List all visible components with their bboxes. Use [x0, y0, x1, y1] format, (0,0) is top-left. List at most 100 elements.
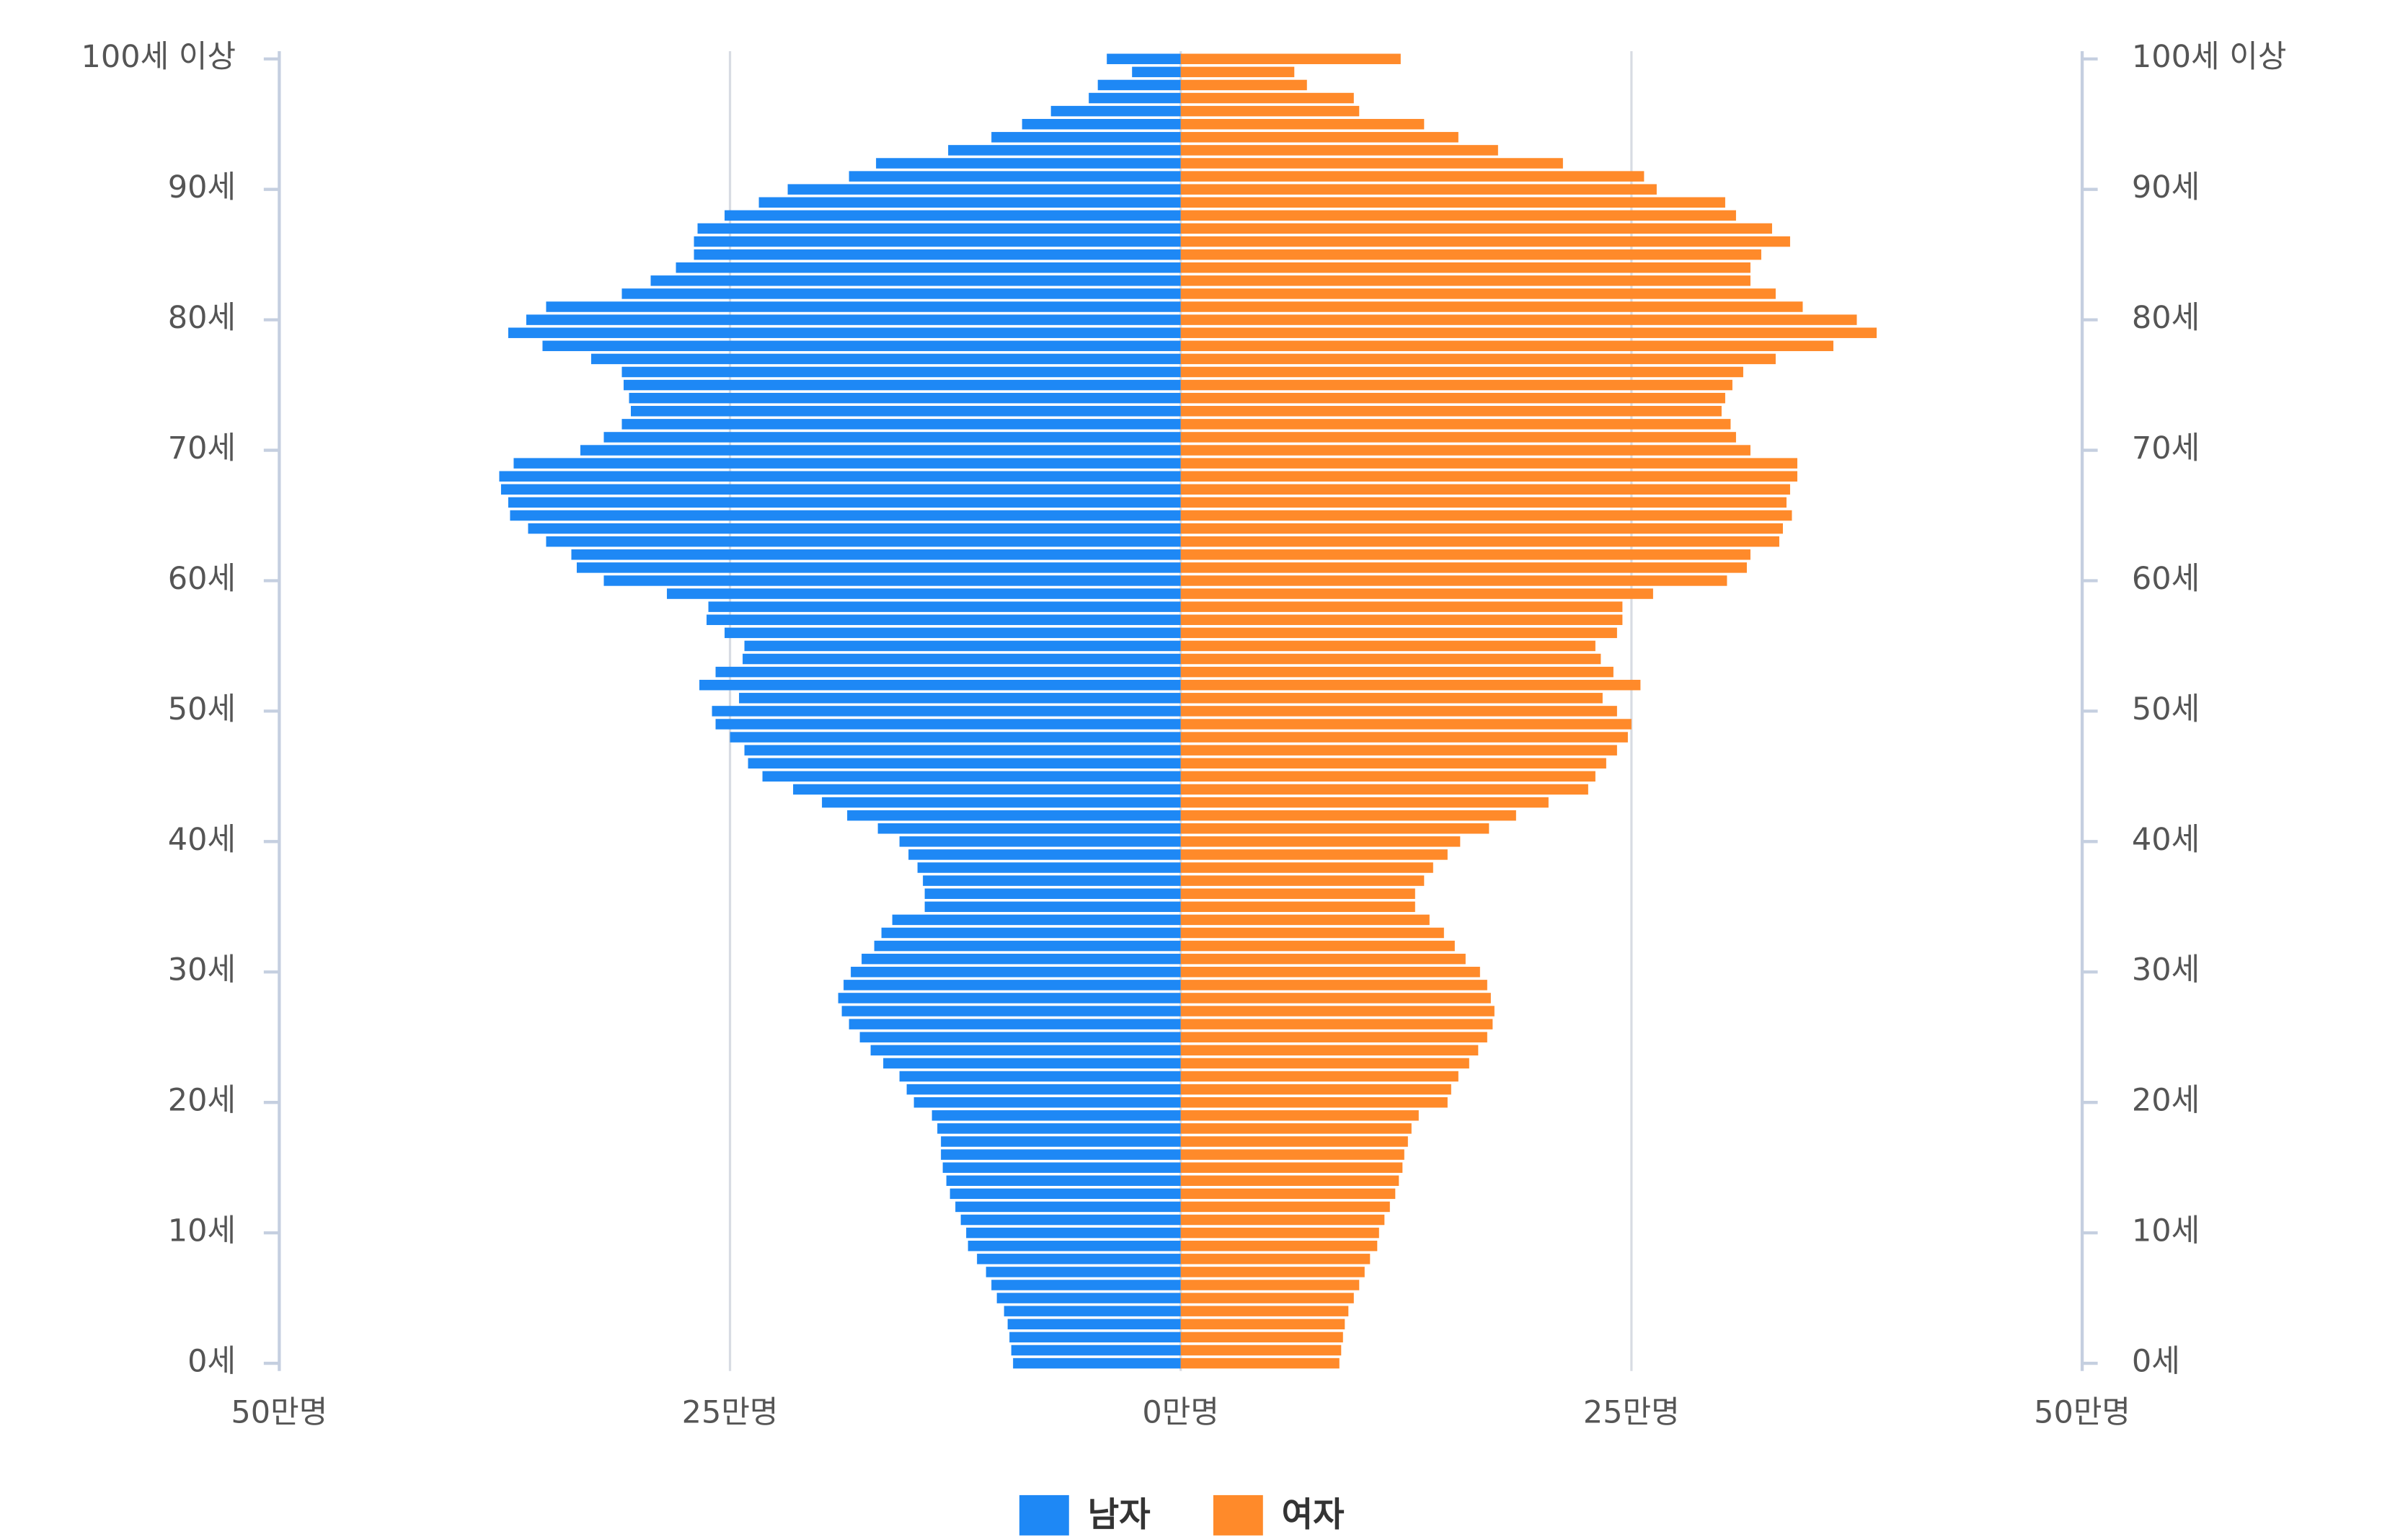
bar	[526, 314, 1181, 325]
bar	[923, 875, 1181, 886]
bar	[1180, 967, 1480, 978]
bar	[1180, 340, 1833, 352]
bar	[876, 158, 1181, 169]
bar	[844, 980, 1181, 991]
bar	[1050, 105, 1181, 117]
bar	[1180, 249, 1761, 260]
bar	[546, 301, 1181, 312]
bar	[1013, 1357, 1181, 1369]
bar	[1180, 1332, 1343, 1343]
y-tick-label: 10세	[2132, 1213, 2200, 1249]
bar	[946, 1175, 1181, 1186]
bar	[1180, 158, 1563, 169]
bar	[1004, 1306, 1181, 1316]
bar	[1180, 497, 1787, 508]
bar	[1180, 223, 1772, 234]
legend-label: 여자	[1282, 1495, 1345, 1535]
bar	[1180, 862, 1433, 873]
x-tick-label: 0만명	[1142, 1395, 1219, 1431]
bar	[1180, 888, 1415, 899]
bar	[955, 1201, 1181, 1213]
bar	[1180, 1175, 1399, 1186]
bar	[725, 627, 1181, 639]
bar	[924, 888, 1181, 899]
bar	[950, 1188, 1181, 1200]
bar	[1180, 679, 1641, 691]
bar	[1180, 653, 1601, 665]
bar	[960, 1214, 1181, 1226]
bar	[1180, 53, 1401, 64]
bar	[1180, 614, 1623, 625]
bar	[1022, 118, 1181, 130]
bar	[1180, 627, 1617, 639]
y-tick-label: 70세	[2132, 430, 2200, 466]
bar	[948, 145, 1181, 156]
legend-swatch	[1213, 1494, 1263, 1536]
bar	[851, 967, 1181, 978]
bar	[1180, 771, 1595, 782]
bar	[676, 262, 1181, 273]
bar	[822, 797, 1181, 808]
bar	[1180, 432, 1736, 443]
bar	[1180, 145, 1498, 156]
y-tick-label: 60세	[168, 561, 236, 597]
bar	[1180, 392, 1725, 404]
bar	[748, 758, 1181, 769]
bar	[1180, 693, 1603, 704]
bar	[849, 1019, 1181, 1029]
bar	[793, 784, 1181, 795]
bar	[1180, 1058, 1469, 1069]
bar	[996, 1293, 1181, 1303]
bar	[590, 353, 1181, 365]
bar	[631, 406, 1181, 417]
y-tick-label: 80세	[2132, 300, 2200, 336]
bar	[1180, 993, 1491, 1004]
x-tick-label: 50만명	[2034, 1395, 2130, 1431]
bar	[1180, 471, 1797, 482]
bar	[1180, 79, 1307, 91]
bar	[629, 392, 1181, 404]
bar	[937, 1123, 1181, 1134]
bar	[1180, 588, 1653, 599]
bar	[1180, 1136, 1408, 1147]
bar	[1180, 445, 1750, 456]
bar	[1089, 92, 1181, 104]
bar	[874, 940, 1181, 952]
y-tick-label: 10세	[168, 1213, 236, 1249]
y-tick-label: 40세	[168, 822, 236, 858]
bar	[1180, 288, 1776, 299]
bar	[991, 132, 1181, 143]
bar	[1180, 1293, 1354, 1303]
bar	[621, 366, 1181, 378]
y-tick-label: 70세	[168, 430, 236, 466]
bar	[571, 549, 1181, 560]
bar	[744, 745, 1181, 756]
bar	[667, 588, 1181, 599]
bar	[712, 706, 1181, 717]
bar	[942, 1162, 1181, 1173]
bar	[899, 836, 1181, 847]
bar	[725, 210, 1181, 221]
bar	[1180, 1110, 1419, 1121]
legend-label: 남자	[1088, 1495, 1151, 1535]
bar	[1180, 732, 1628, 743]
bar	[924, 901, 1181, 913]
bar	[697, 223, 1181, 234]
bar	[513, 458, 1181, 469]
bar	[1180, 706, 1617, 717]
y-tick-label: 0세	[2132, 1344, 2180, 1380]
bar	[1180, 353, 1776, 365]
bar	[899, 1071, 1181, 1082]
bar	[1180, 301, 1803, 312]
bar	[1180, 66, 1295, 78]
bar	[499, 471, 1181, 482]
bar	[603, 432, 1181, 443]
bar	[743, 653, 1181, 665]
bar	[906, 1084, 1181, 1095]
bar	[1180, 849, 1448, 860]
bar	[1180, 562, 1747, 573]
bar	[1180, 406, 1722, 417]
x-tick-label: 50만명	[231, 1395, 327, 1431]
y-tick-label: 80세	[168, 300, 236, 336]
bar	[1180, 92, 1354, 104]
